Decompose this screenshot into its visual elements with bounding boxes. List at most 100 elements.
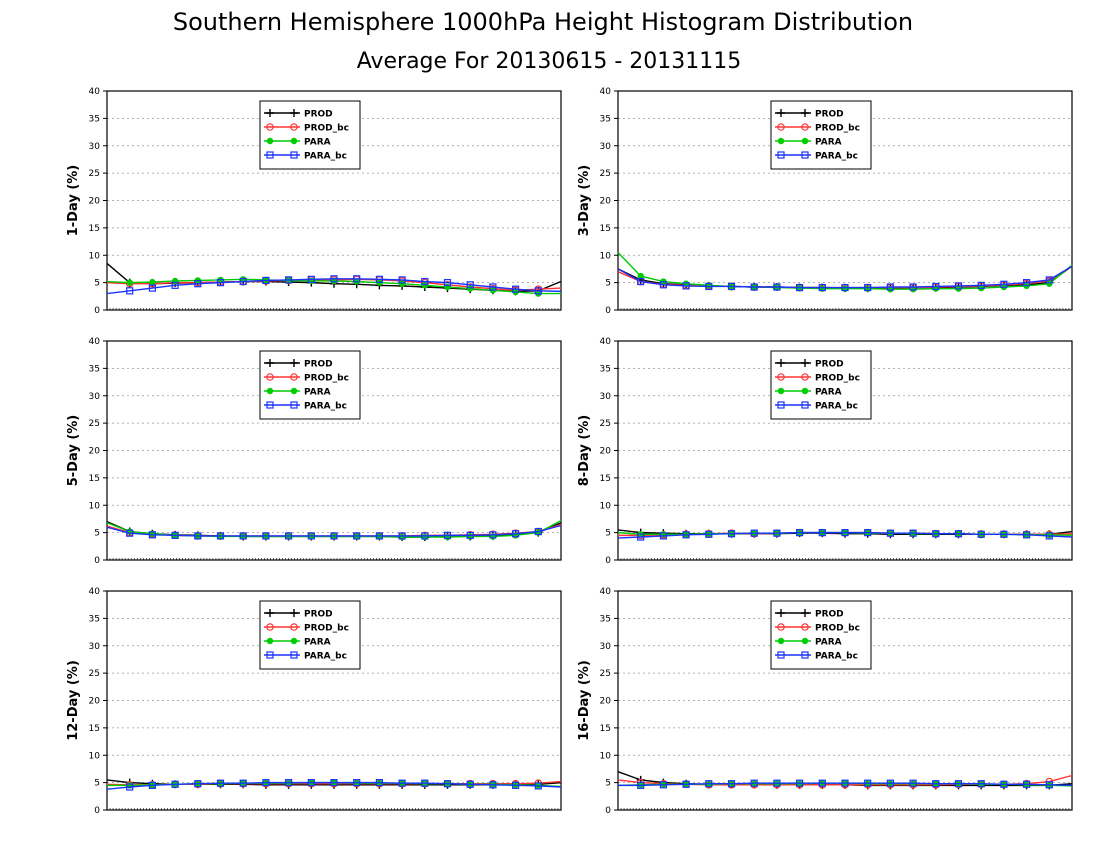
- series-line: [617, 531, 1073, 539]
- data-point: [353, 532, 361, 540]
- plot-frame: [106, 340, 562, 561]
- y-tick-label: 30: [89, 392, 101, 402]
- plot-frame: [617, 340, 1073, 561]
- data-point: [171, 531, 179, 539]
- data-point: [864, 779, 872, 787]
- y-tick-label: 0: [94, 306, 100, 316]
- legend-marker: [801, 137, 809, 145]
- y-tick-label: 20: [600, 447, 612, 457]
- data-point: [443, 780, 452, 788]
- y-tick-label: 10: [89, 751, 101, 761]
- data-point: [421, 779, 429, 787]
- legend-label: PROD: [815, 360, 844, 370]
- data-point: [1000, 530, 1008, 538]
- data-point: [682, 780, 690, 788]
- y-tick-label: 5: [94, 529, 100, 539]
- legend: PROD PROD_bc PARA PARA_bc: [259, 100, 361, 170]
- data-point: [466, 531, 474, 539]
- data-point: [705, 530, 713, 538]
- legend-marker: [801, 387, 809, 395]
- legend-label: PARA: [815, 638, 842, 648]
- y-tick-label: 20: [89, 197, 101, 207]
- legend-label: PROD: [815, 610, 844, 620]
- data-point: [637, 533, 645, 541]
- legend-marker: [290, 373, 298, 381]
- series-para-bc: [106, 524, 562, 540]
- data-point: [1022, 780, 1031, 788]
- legend-marker: [290, 359, 298, 367]
- y-tick-label: 35: [600, 114, 611, 124]
- data-point: [330, 779, 338, 787]
- legend-marker: [801, 373, 809, 381]
- data-point: [977, 780, 985, 788]
- data-point: [1045, 781, 1053, 789]
- data-point: [659, 281, 668, 289]
- data-point: [239, 277, 247, 286]
- data-point: [818, 529, 826, 537]
- legend-label: PARA: [815, 138, 842, 148]
- legend-marker: [777, 401, 785, 409]
- legend: PROD PROD_bc PARA PARA_bc: [259, 600, 361, 670]
- legend-label: PROD_bc: [304, 374, 349, 384]
- data-point: [1000, 780, 1008, 788]
- data-point: [467, 285, 474, 292]
- data-point: [262, 779, 270, 787]
- data-point: [795, 529, 804, 537]
- data-point: [659, 532, 668, 540]
- y-tick-label: 15: [89, 474, 100, 484]
- data-point: [149, 278, 156, 286]
- y-tick-label: 40: [600, 87, 612, 97]
- legend-label: PROD: [815, 110, 844, 120]
- data-point: [171, 780, 179, 788]
- series-para-bc: [106, 779, 562, 791]
- data-point: [262, 276, 270, 285]
- legend-marker: [266, 401, 274, 409]
- legend-marker: [777, 609, 785, 617]
- legend-marker: [777, 109, 785, 117]
- legend-label: PROD_bc: [815, 124, 860, 134]
- data-point: [421, 277, 429, 286]
- y-tick-label: 30: [89, 642, 101, 652]
- data-point: [932, 780, 940, 788]
- y-tick-label: 40: [600, 337, 612, 347]
- data-point: [909, 283, 917, 291]
- data-point: [909, 529, 917, 537]
- data-point: [864, 529, 872, 537]
- legend-marker: [290, 137, 298, 145]
- legend-marker: [777, 387, 785, 395]
- data-point: [489, 781, 497, 789]
- series-line: [617, 265, 1073, 289]
- y-tick-label: 10: [89, 251, 101, 261]
- legend-marker: [777, 637, 785, 645]
- data-point: [659, 781, 668, 789]
- y-tick-label: 15: [89, 224, 100, 234]
- legend-marker: [777, 151, 785, 159]
- legend-marker: [801, 637, 809, 645]
- y-tick-label: 0: [94, 556, 100, 566]
- series-line: [106, 278, 562, 295]
- data-point: [307, 779, 315, 787]
- legend-marker: [801, 123, 809, 131]
- legend-label: PARA_bc: [815, 652, 858, 662]
- legend-marker: [290, 109, 298, 117]
- data-point: [511, 285, 520, 293]
- figure-subtitle: Average For 20130615 - 20131115: [357, 49, 742, 74]
- data-point: [705, 780, 713, 788]
- legend: PROD PROD_bc PARA PARA_bc: [770, 600, 872, 670]
- data-point: [773, 529, 781, 537]
- data-point: [841, 283, 849, 292]
- data-point: [375, 275, 383, 283]
- y-tick-label: 0: [605, 806, 611, 816]
- legend-label: PROD_bc: [815, 624, 860, 634]
- y-tick-label: 40: [89, 87, 101, 97]
- legend-marker: [801, 359, 809, 367]
- legend-marker: [266, 137, 274, 145]
- chart-panel: 0 5 10 15 20 25 30 35 40 5-Day (%) PROD PROD_bc PARA…: [66, 337, 562, 566]
- y-tick-label: 0: [94, 806, 100, 816]
- data-point: [932, 530, 940, 538]
- data-point: [682, 282, 690, 290]
- y-tick-label: 5: [605, 529, 611, 539]
- y-tick-label: 35: [89, 614, 100, 624]
- legend-label: PARA_bc: [304, 402, 347, 412]
